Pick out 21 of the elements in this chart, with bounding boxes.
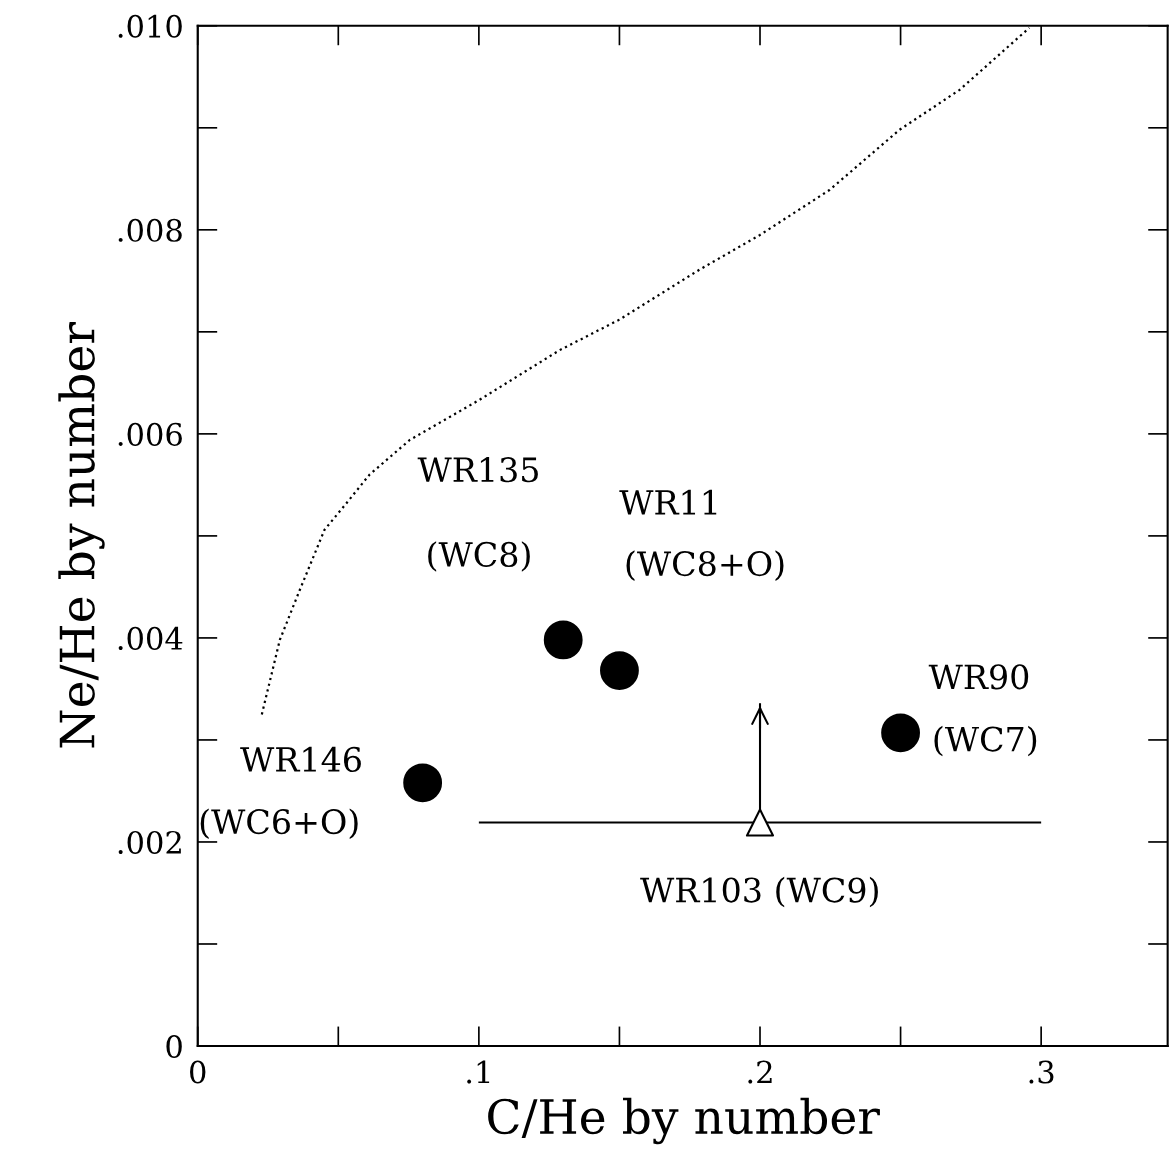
annotation: (WC7) (934, 725, 1037, 757)
y-tick-label: .002 (118, 830, 181, 855)
x-tick-label: 0 (190, 1060, 206, 1084)
annotation: (WC8) (428, 541, 530, 572)
annotation: WR135 (417, 457, 538, 483)
annotation: WR103 (WC9) (640, 876, 878, 908)
y-tick-label: .008 (118, 218, 182, 242)
x-tick-label: .3 (1029, 1060, 1054, 1084)
annotation: (WC6+O) (200, 808, 358, 840)
y-tick-label: 0 (166, 1034, 182, 1059)
y-tick-label: .006 (118, 422, 182, 446)
x-tick-label: .2 (748, 1060, 772, 1084)
annotation: WR90 (928, 664, 1029, 690)
x-axis-title: C/He by number (488, 1097, 880, 1145)
y-tick-label: .010 (118, 14, 182, 38)
annotation: (WC8+O) (626, 550, 784, 581)
y-axis-title: Ne/He by number (58, 322, 105, 748)
annotation: WR146 (240, 746, 361, 773)
annotation: WR11 (619, 489, 717, 515)
y-tick-label: .004 (118, 626, 183, 650)
x-tick-label: .1 (467, 1060, 490, 1084)
